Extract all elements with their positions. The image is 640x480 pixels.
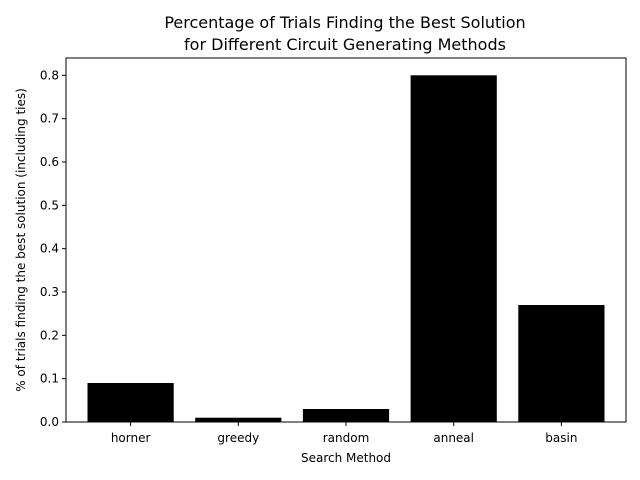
x-tick-label: greedy — [217, 431, 259, 445]
chart-title-line2: for Different Circuit Generating Methods — [184, 35, 506, 54]
y-tick-label: 0.4 — [40, 242, 59, 256]
x-tick-label: basin — [545, 431, 577, 445]
bar-greedy — [195, 417, 282, 422]
x-tick-label: horner — [111, 431, 151, 445]
y-tick-label: 0.6 — [40, 155, 59, 169]
y-tick-label: 0.7 — [40, 112, 59, 126]
plot-frame — [65, 57, 627, 423]
y-axis: 0.0 0.1 0.2 0.3 0.4 0.5 0.6 0.7 0.8 — [40, 68, 66, 429]
x-tick-label: anneal — [433, 431, 474, 445]
y-axis-label: % of trials finding the best solution (i… — [14, 88, 28, 392]
y-tick-label: 0.1 — [40, 372, 59, 386]
bar-random — [302, 409, 390, 422]
y-tick-label: 0.0 — [40, 415, 59, 429]
y-tick-label: 0.5 — [40, 198, 59, 212]
bars-group — [87, 75, 605, 423]
bar-basin — [518, 305, 605, 422]
x-axis-label: Search Method — [301, 451, 391, 465]
bar-anneal — [410, 75, 497, 423]
bar-horner — [87, 383, 174, 422]
y-tick-label: 0.8 — [40, 68, 59, 82]
x-tick-label: random — [323, 431, 370, 445]
y-tick-label: 0.3 — [40, 285, 59, 299]
y-tick-label: 0.2 — [40, 328, 59, 342]
chart-title-line1: Percentage of Trials Finding the Best So… — [164, 13, 525, 32]
x-axis: horner greedy random anneal basin — [111, 422, 577, 445]
